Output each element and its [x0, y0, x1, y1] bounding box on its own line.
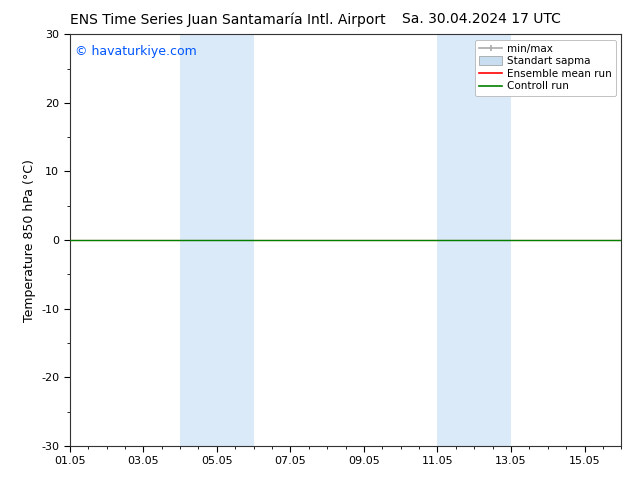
Y-axis label: Temperature 850 hPa (°C): Temperature 850 hPa (°C): [23, 159, 36, 321]
Bar: [180, 34, 254, 446]
Text: Sa. 30.04.2024 17 UTC: Sa. 30.04.2024 17 UTC: [403, 12, 561, 26]
Text: ENS Time Series Juan Santamaría Intl. Airport: ENS Time Series Juan Santamaría Intl. Ai…: [70, 12, 386, 27]
Text: © havaturkiye.com: © havaturkiye.com: [75, 45, 197, 58]
Legend: min/max, Standart sapma, Ensemble mean run, Controll run: min/max, Standart sapma, Ensemble mean r…: [475, 40, 616, 96]
Bar: [437, 34, 511, 446]
